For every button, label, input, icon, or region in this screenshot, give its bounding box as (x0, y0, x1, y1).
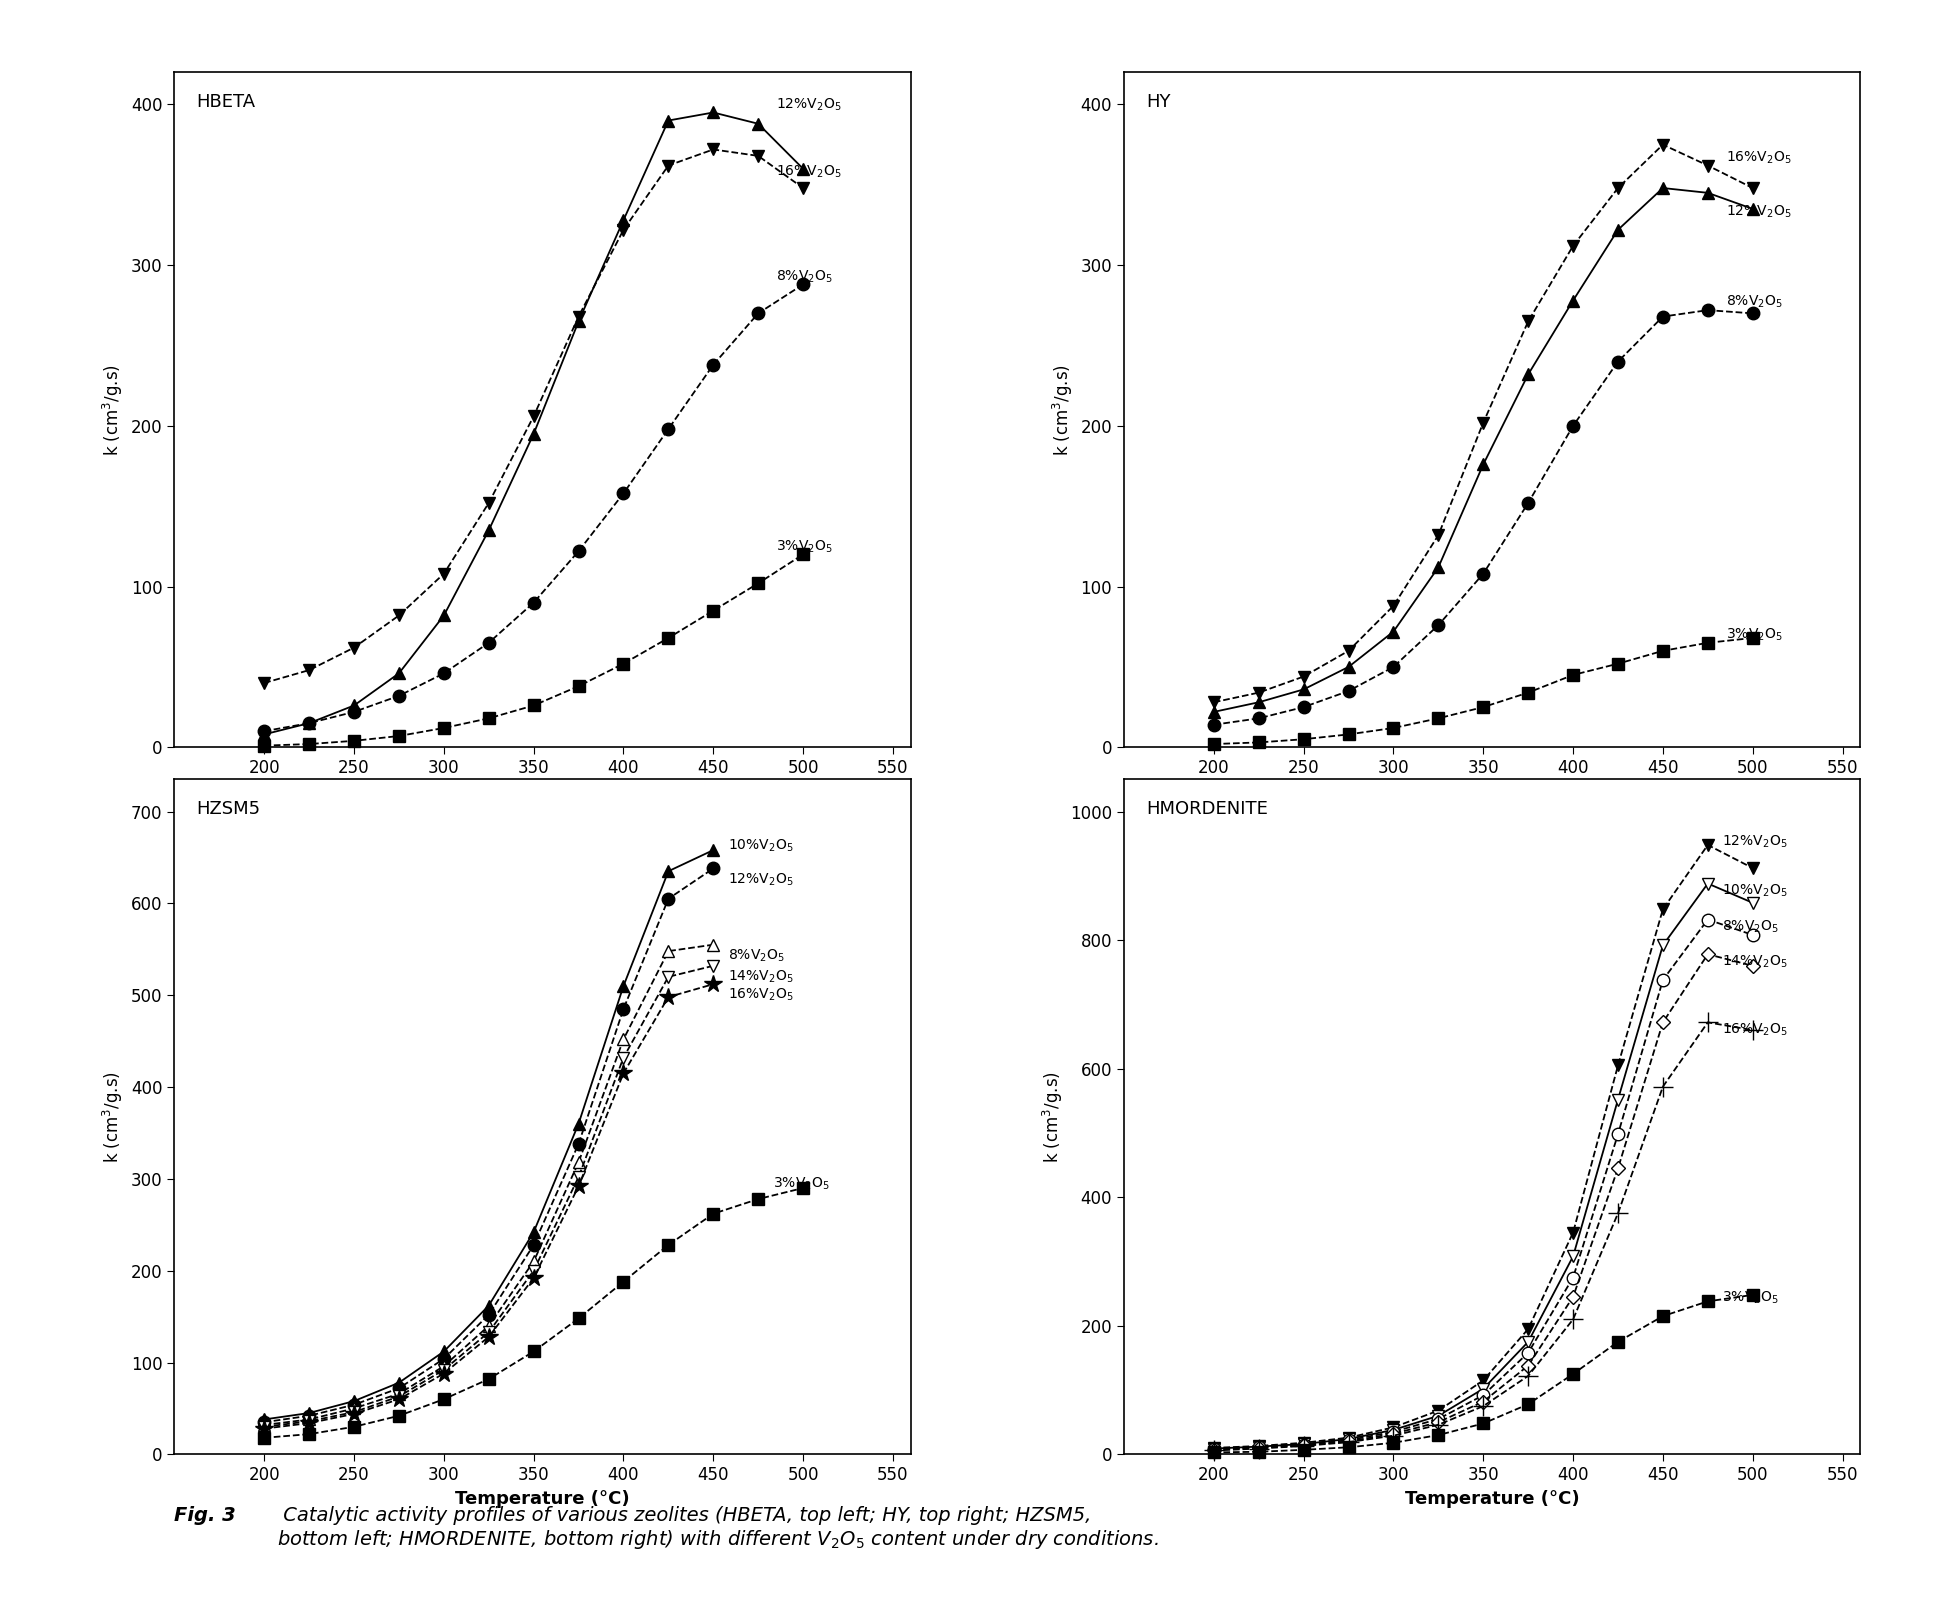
Text: 12%V$_2$O$_5$: 12%V$_2$O$_5$ (727, 871, 793, 887)
X-axis label: Temperature (°C): Temperature (°C) (455, 783, 630, 800)
Text: HMORDENITE: HMORDENITE (1145, 800, 1267, 818)
X-axis label: Temperature (°C): Temperature (°C) (1405, 783, 1579, 800)
Text: HBETA: HBETA (196, 93, 256, 111)
Text: 16%V$_2$O$_5$: 16%V$_2$O$_5$ (727, 987, 793, 1003)
Text: 12%V$_2$O$_5$: 12%V$_2$O$_5$ (1723, 834, 1787, 850)
Text: Fig. 3: Fig. 3 (174, 1506, 236, 1525)
Y-axis label: k (cm$^3$/g.s): k (cm$^3$/g.s) (1050, 363, 1076, 456)
X-axis label: Temperature (°C): Temperature (°C) (1405, 1490, 1579, 1507)
Text: 8%V$_2$O$_5$: 8%V$_2$O$_5$ (775, 268, 833, 284)
Text: 3%V$_2$O$_5$: 3%V$_2$O$_5$ (773, 1175, 829, 1192)
Text: HY: HY (1145, 93, 1171, 111)
Text: 14%V$_2$O$_5$: 14%V$_2$O$_5$ (727, 969, 793, 985)
Text: 8%V$_2$O$_5$: 8%V$_2$O$_5$ (1723, 919, 1779, 935)
Text: 10%V$_2$O$_5$: 10%V$_2$O$_5$ (1723, 882, 1787, 900)
Y-axis label: k (cm$^3$/g.s): k (cm$^3$/g.s) (101, 1070, 126, 1163)
Text: Catalytic activity profiles of various zeolites (HBETA, top left; HY, top right;: Catalytic activity profiles of various z… (277, 1506, 1159, 1551)
Text: 3%V$_2$O$_5$: 3%V$_2$O$_5$ (1725, 627, 1783, 643)
Text: 10%V$_2$O$_5$: 10%V$_2$O$_5$ (727, 837, 793, 853)
Text: 16%V$_2$O$_5$: 16%V$_2$O$_5$ (1725, 149, 1791, 166)
Text: 16%V$_2$O$_5$: 16%V$_2$O$_5$ (1723, 1022, 1787, 1038)
X-axis label: Temperature (°C): Temperature (°C) (455, 1490, 630, 1507)
Text: 3%V$_2$O$_5$: 3%V$_2$O$_5$ (775, 538, 833, 554)
Text: HZSM5: HZSM5 (196, 800, 260, 818)
Y-axis label: k (cm$^3$/g.s): k (cm$^3$/g.s) (101, 363, 126, 456)
Y-axis label: k (cm$^3$/g.s): k (cm$^3$/g.s) (1041, 1070, 1064, 1163)
Text: 3%V$_2$O$_5$: 3%V$_2$O$_5$ (1723, 1290, 1779, 1306)
Text: 8%V$_2$O$_5$: 8%V$_2$O$_5$ (1725, 294, 1783, 310)
Text: 12%V$_2$O$_5$: 12%V$_2$O$_5$ (775, 96, 841, 112)
Text: 12%V$_2$O$_5$: 12%V$_2$O$_5$ (1725, 204, 1791, 220)
Text: 14%V$_2$O$_5$: 14%V$_2$O$_5$ (1723, 953, 1787, 971)
Text: 16%V$_2$O$_5$: 16%V$_2$O$_5$ (775, 164, 841, 180)
Text: 8%V$_2$O$_5$: 8%V$_2$O$_5$ (727, 948, 785, 964)
